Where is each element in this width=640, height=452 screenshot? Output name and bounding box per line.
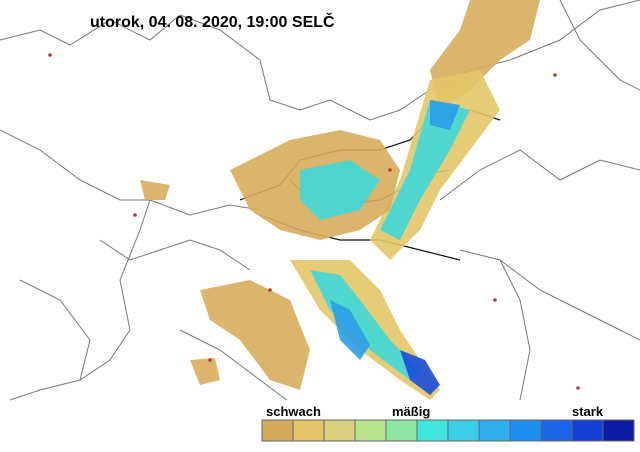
legend-swatch (292, 419, 325, 442)
legend-swatch (602, 419, 635, 442)
precipitation-areas (140, 0, 540, 400)
legend-swatch (385, 419, 418, 442)
legend-label: stark (572, 404, 604, 419)
legend-scale (261, 419, 635, 442)
cities (48, 53, 580, 390)
legend-swatch (478, 419, 511, 442)
legend-swatch (261, 419, 294, 442)
map-title: utorok, 04. 08. 2020, 19:00 SELČ (90, 12, 335, 31)
legend-label: mäßig (392, 404, 430, 419)
legend-swatch (416, 419, 449, 442)
legend-swatch (447, 419, 480, 442)
legend-swatch (509, 419, 542, 442)
legend-swatch (354, 419, 387, 442)
legend-swatch (540, 419, 573, 442)
legend-label: schwach (266, 404, 321, 419)
legend-swatch (323, 419, 356, 442)
legend-swatch (571, 419, 604, 442)
